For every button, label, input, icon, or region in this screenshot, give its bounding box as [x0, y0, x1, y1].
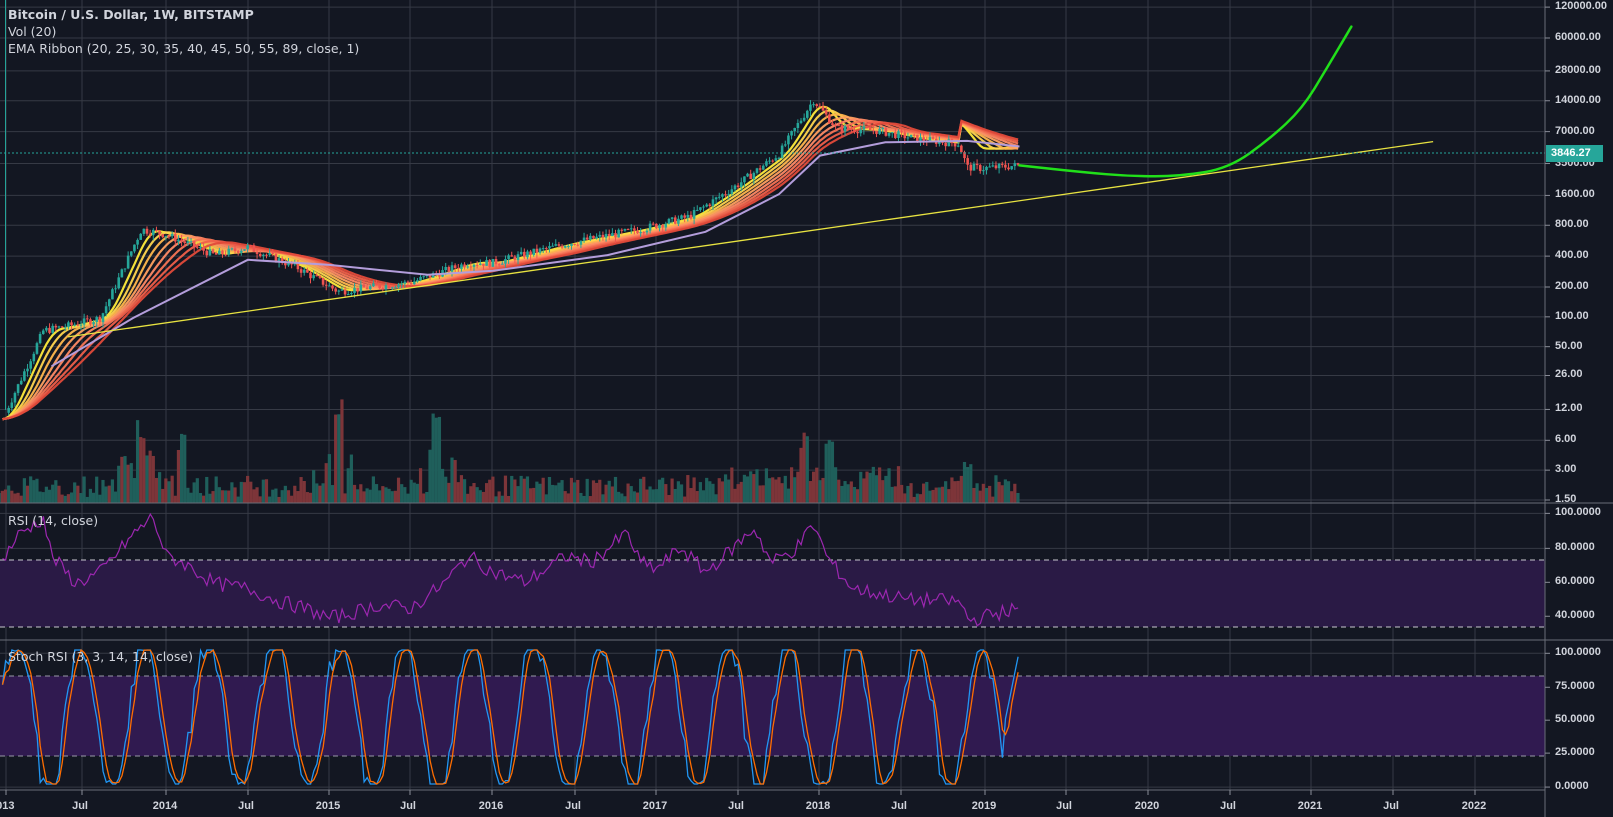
- price-axis-label: 50.0000: [1555, 713, 1595, 726]
- price-axis-label: 26.00: [1555, 368, 1583, 381]
- price-axis-label: 400.00: [1555, 249, 1589, 262]
- price-axis-label: 7000.00: [1555, 124, 1595, 137]
- rsi-line: [2, 512, 1019, 627]
- stoch-rsi-band: [0, 676, 1545, 756]
- price-axis-label: 120000.00: [1555, 0, 1607, 13]
- stoch-d-line: [1, 648, 1019, 785]
- price-axis-label: 3.00: [1555, 463, 1577, 476]
- time-axis-label: Jul: [72, 800, 88, 812]
- price-axis-label: 25.0000: [1555, 746, 1595, 759]
- price-axis-label: 1600.00: [1555, 188, 1595, 201]
- rsi-band: [0, 560, 1545, 627]
- time-axis-label: 2019: [971, 800, 997, 812]
- time-axis-label: Jul: [238, 800, 254, 812]
- last-price-tag: 3846.27: [1546, 145, 1603, 162]
- price-axis-label: 12.00: [1555, 402, 1583, 415]
- price-axis-label: 50.00: [1555, 339, 1583, 352]
- time-axis-label: Jul: [400, 800, 416, 812]
- price-axis-label: 6.00: [1555, 433, 1577, 446]
- time-axis-label: Jul: [1220, 800, 1236, 812]
- time-axis-label: 2016: [478, 800, 504, 812]
- time-axis-label: 2018: [805, 800, 831, 812]
- price-axis-label: 60000.00: [1555, 30, 1601, 43]
- price-axis-label: 28000.00: [1555, 63, 1601, 76]
- price-axis-label: 75.0000: [1555, 680, 1595, 693]
- time-axis-label: 2020: [1134, 800, 1160, 812]
- time-axis-label: Jul: [891, 800, 907, 812]
- support-trendline[interactable]: [67, 140, 1434, 338]
- main-legend: Bitcoin / U.S. Dollar, 1W, BITSTAMP Vol …: [8, 6, 359, 57]
- time-axis-label: 2021: [1297, 800, 1323, 812]
- price-axis-label: 40.0000: [1555, 609, 1595, 622]
- ema-89-line: [50, 139, 1020, 368]
- price-axis-label: 200.00: [1555, 279, 1589, 292]
- time-axis-label: Jul: [565, 800, 581, 812]
- symbol-title[interactable]: Bitcoin / U.S. Dollar, 1W, BITSTAMP: [8, 7, 254, 22]
- ema-ribbon-label[interactable]: EMA Ribbon (20, 25, 30, 35, 40, 45, 50, …: [8, 41, 360, 56]
- time-axis-label: 2015: [315, 800, 341, 812]
- rsi-legend[interactable]: RSI (14, close): [8, 513, 99, 528]
- volume-indicator-label[interactable]: Vol (20): [8, 24, 57, 39]
- time-axis-label: Jul: [1383, 800, 1399, 812]
- stoch-rsi-legend[interactable]: Stoch RSI (3, 3, 14, 14, close): [8, 649, 193, 664]
- time-axis-label: 013: [0, 800, 15, 812]
- price-candles: [5, 0, 1020, 416]
- price-axis-label: 800.00: [1555, 218, 1589, 231]
- price-axis-label: 100.00: [1555, 309, 1589, 322]
- price-axis-label: 100.0000: [1555, 646, 1601, 659]
- volume-histogram: [0, 399, 1020, 503]
- time-axis-label: 2017: [642, 800, 668, 812]
- stoch-k-line: [1, 648, 1019, 786]
- time-axis-label: 2014: [152, 800, 178, 812]
- price-axis-label: 1.50: [1555, 492, 1577, 505]
- price-axis-label: 80.0000: [1555, 541, 1595, 554]
- time-axis-label: 2022: [1461, 800, 1487, 812]
- price-axis-label: 60.0000: [1555, 575, 1595, 588]
- projection-curve[interactable]: [1018, 25, 1353, 178]
- price-axis-label: 100.0000: [1555, 506, 1601, 519]
- time-axis-label: Jul: [1056, 800, 1072, 812]
- price-axis-label: 0.0000: [1555, 780, 1589, 793]
- price-axis-label: 14000.00: [1555, 93, 1601, 106]
- axis-ticks: [5, 6, 1550, 795]
- time-axis-label: Jul: [728, 800, 744, 812]
